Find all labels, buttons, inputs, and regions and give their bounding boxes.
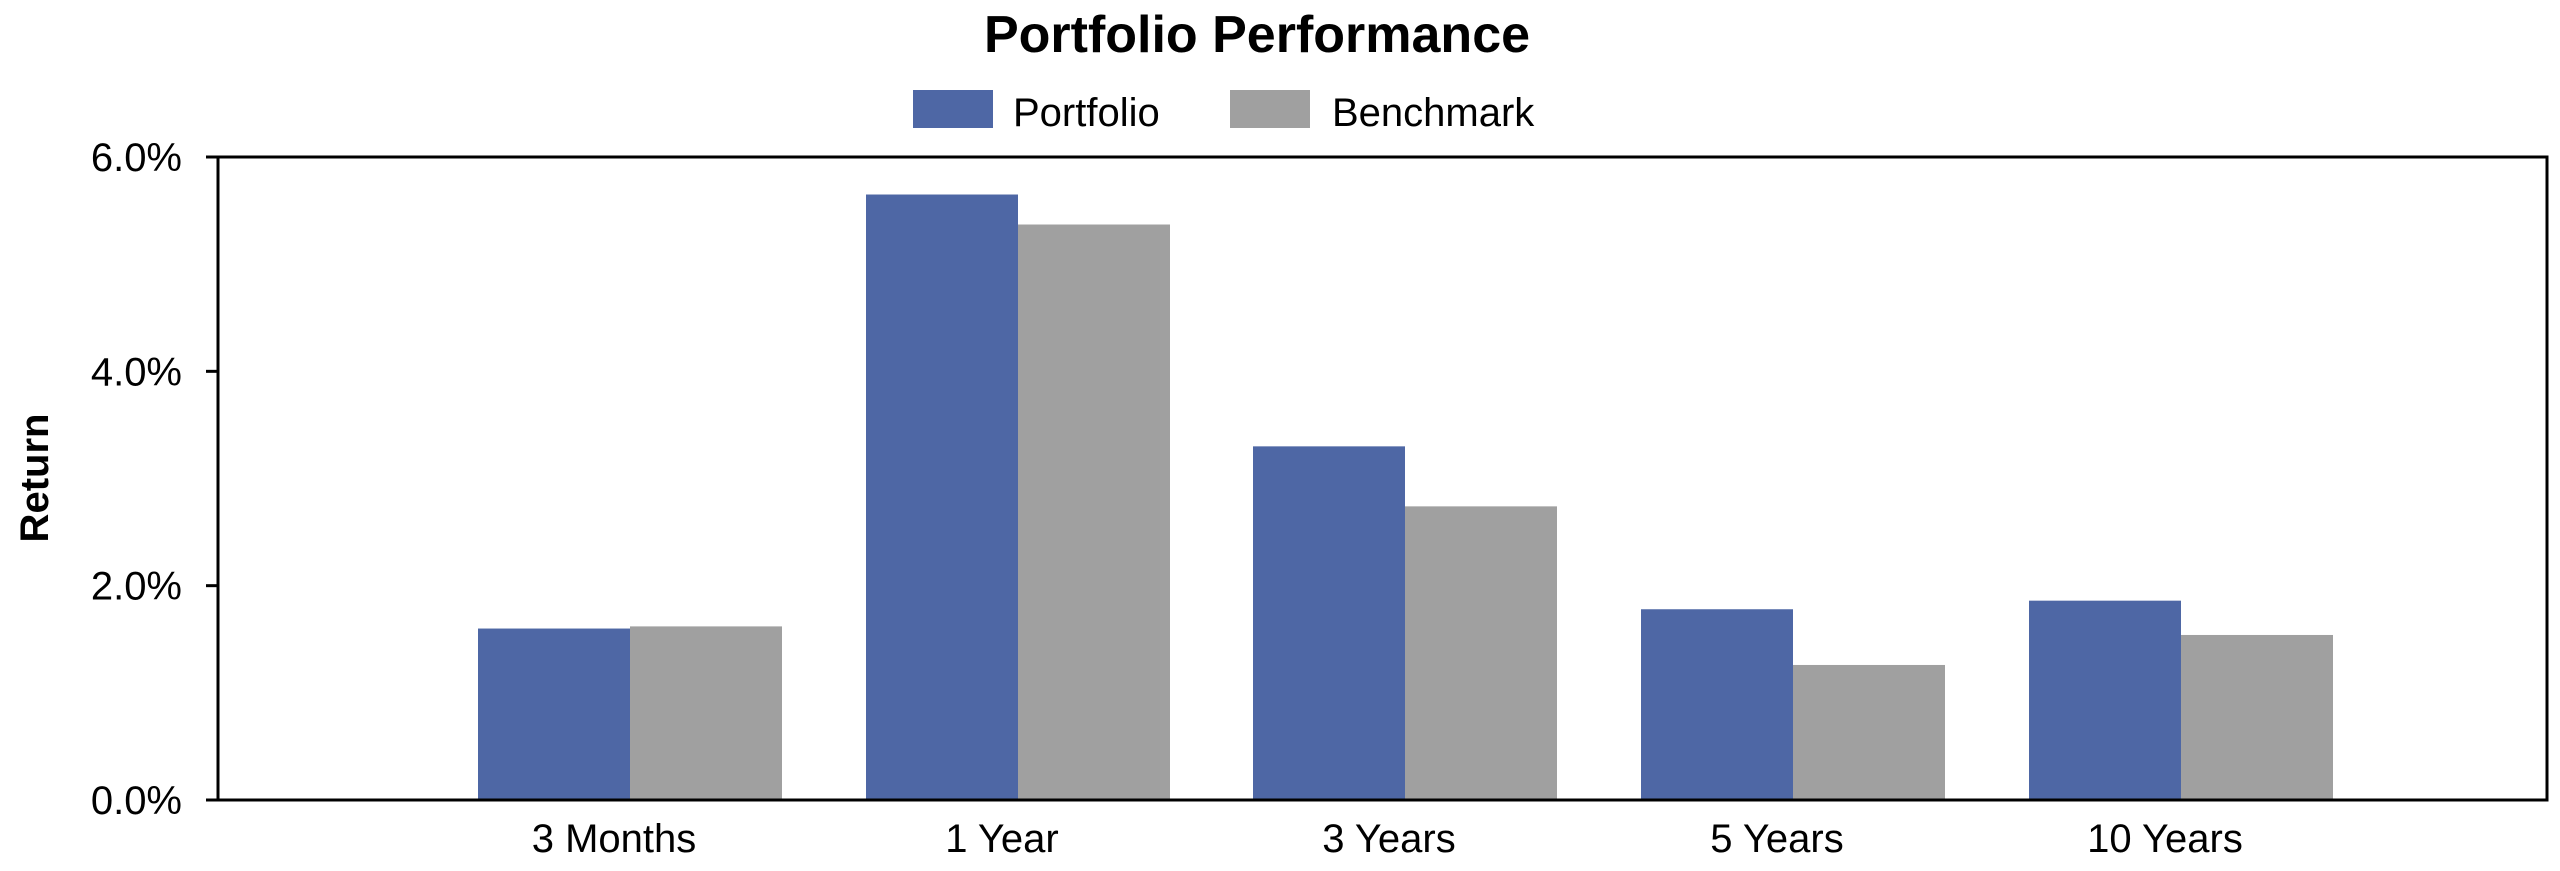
y-tick-label: 6.0% (91, 136, 182, 180)
bar-benchmark-1-year (1018, 224, 1170, 800)
plot-area-frame (216, 155, 2549, 802)
y-axis-label: Return (13, 414, 57, 543)
bar-portfolio-5-years (1641, 609, 1793, 800)
x-tick-label: 5 Years (1710, 817, 1843, 861)
bar-portfolio-3-years (1253, 446, 1405, 800)
x-axis-ticks: 3 Months 1 Year 3 Years 5 Years 10 Years (532, 817, 2243, 861)
legend: Portfolio Benchmark (913, 90, 1535, 135)
bar-benchmark-3-months (630, 626, 782, 800)
x-tick-label: 1 Year (945, 817, 1058, 861)
legend-swatch-portfolio (913, 90, 993, 128)
y-tick-label: 2.0% (91, 565, 182, 609)
x-tick-label: 3 Years (1322, 817, 1455, 861)
bars-group (478, 194, 2333, 801)
x-tick-label: 10 Years (2087, 817, 2243, 861)
y-tick-label: 0.0% (91, 779, 182, 823)
bar-portfolio-3-months (478, 628, 630, 800)
y-axis-ticks: 0.0% 2.0% 4.0% 6.0% (91, 136, 218, 823)
legend-swatch-benchmark (1230, 90, 1310, 128)
legend-label-benchmark: Benchmark (1332, 91, 1535, 135)
y-tick-label: 4.0% (91, 350, 182, 394)
chart-title: Portfolio Performance (984, 6, 1530, 64)
bar-benchmark-3-years (1405, 506, 1557, 800)
bar-portfolio-1-year (866, 194, 1018, 801)
bar-benchmark-5-years (1793, 664, 1945, 800)
x-tick-label: 3 Months (532, 817, 697, 861)
legend-label-portfolio: Portfolio (1013, 91, 1160, 135)
bar-portfolio-10-years (2029, 600, 2181, 800)
bar-benchmark-10-years (2181, 634, 2333, 800)
